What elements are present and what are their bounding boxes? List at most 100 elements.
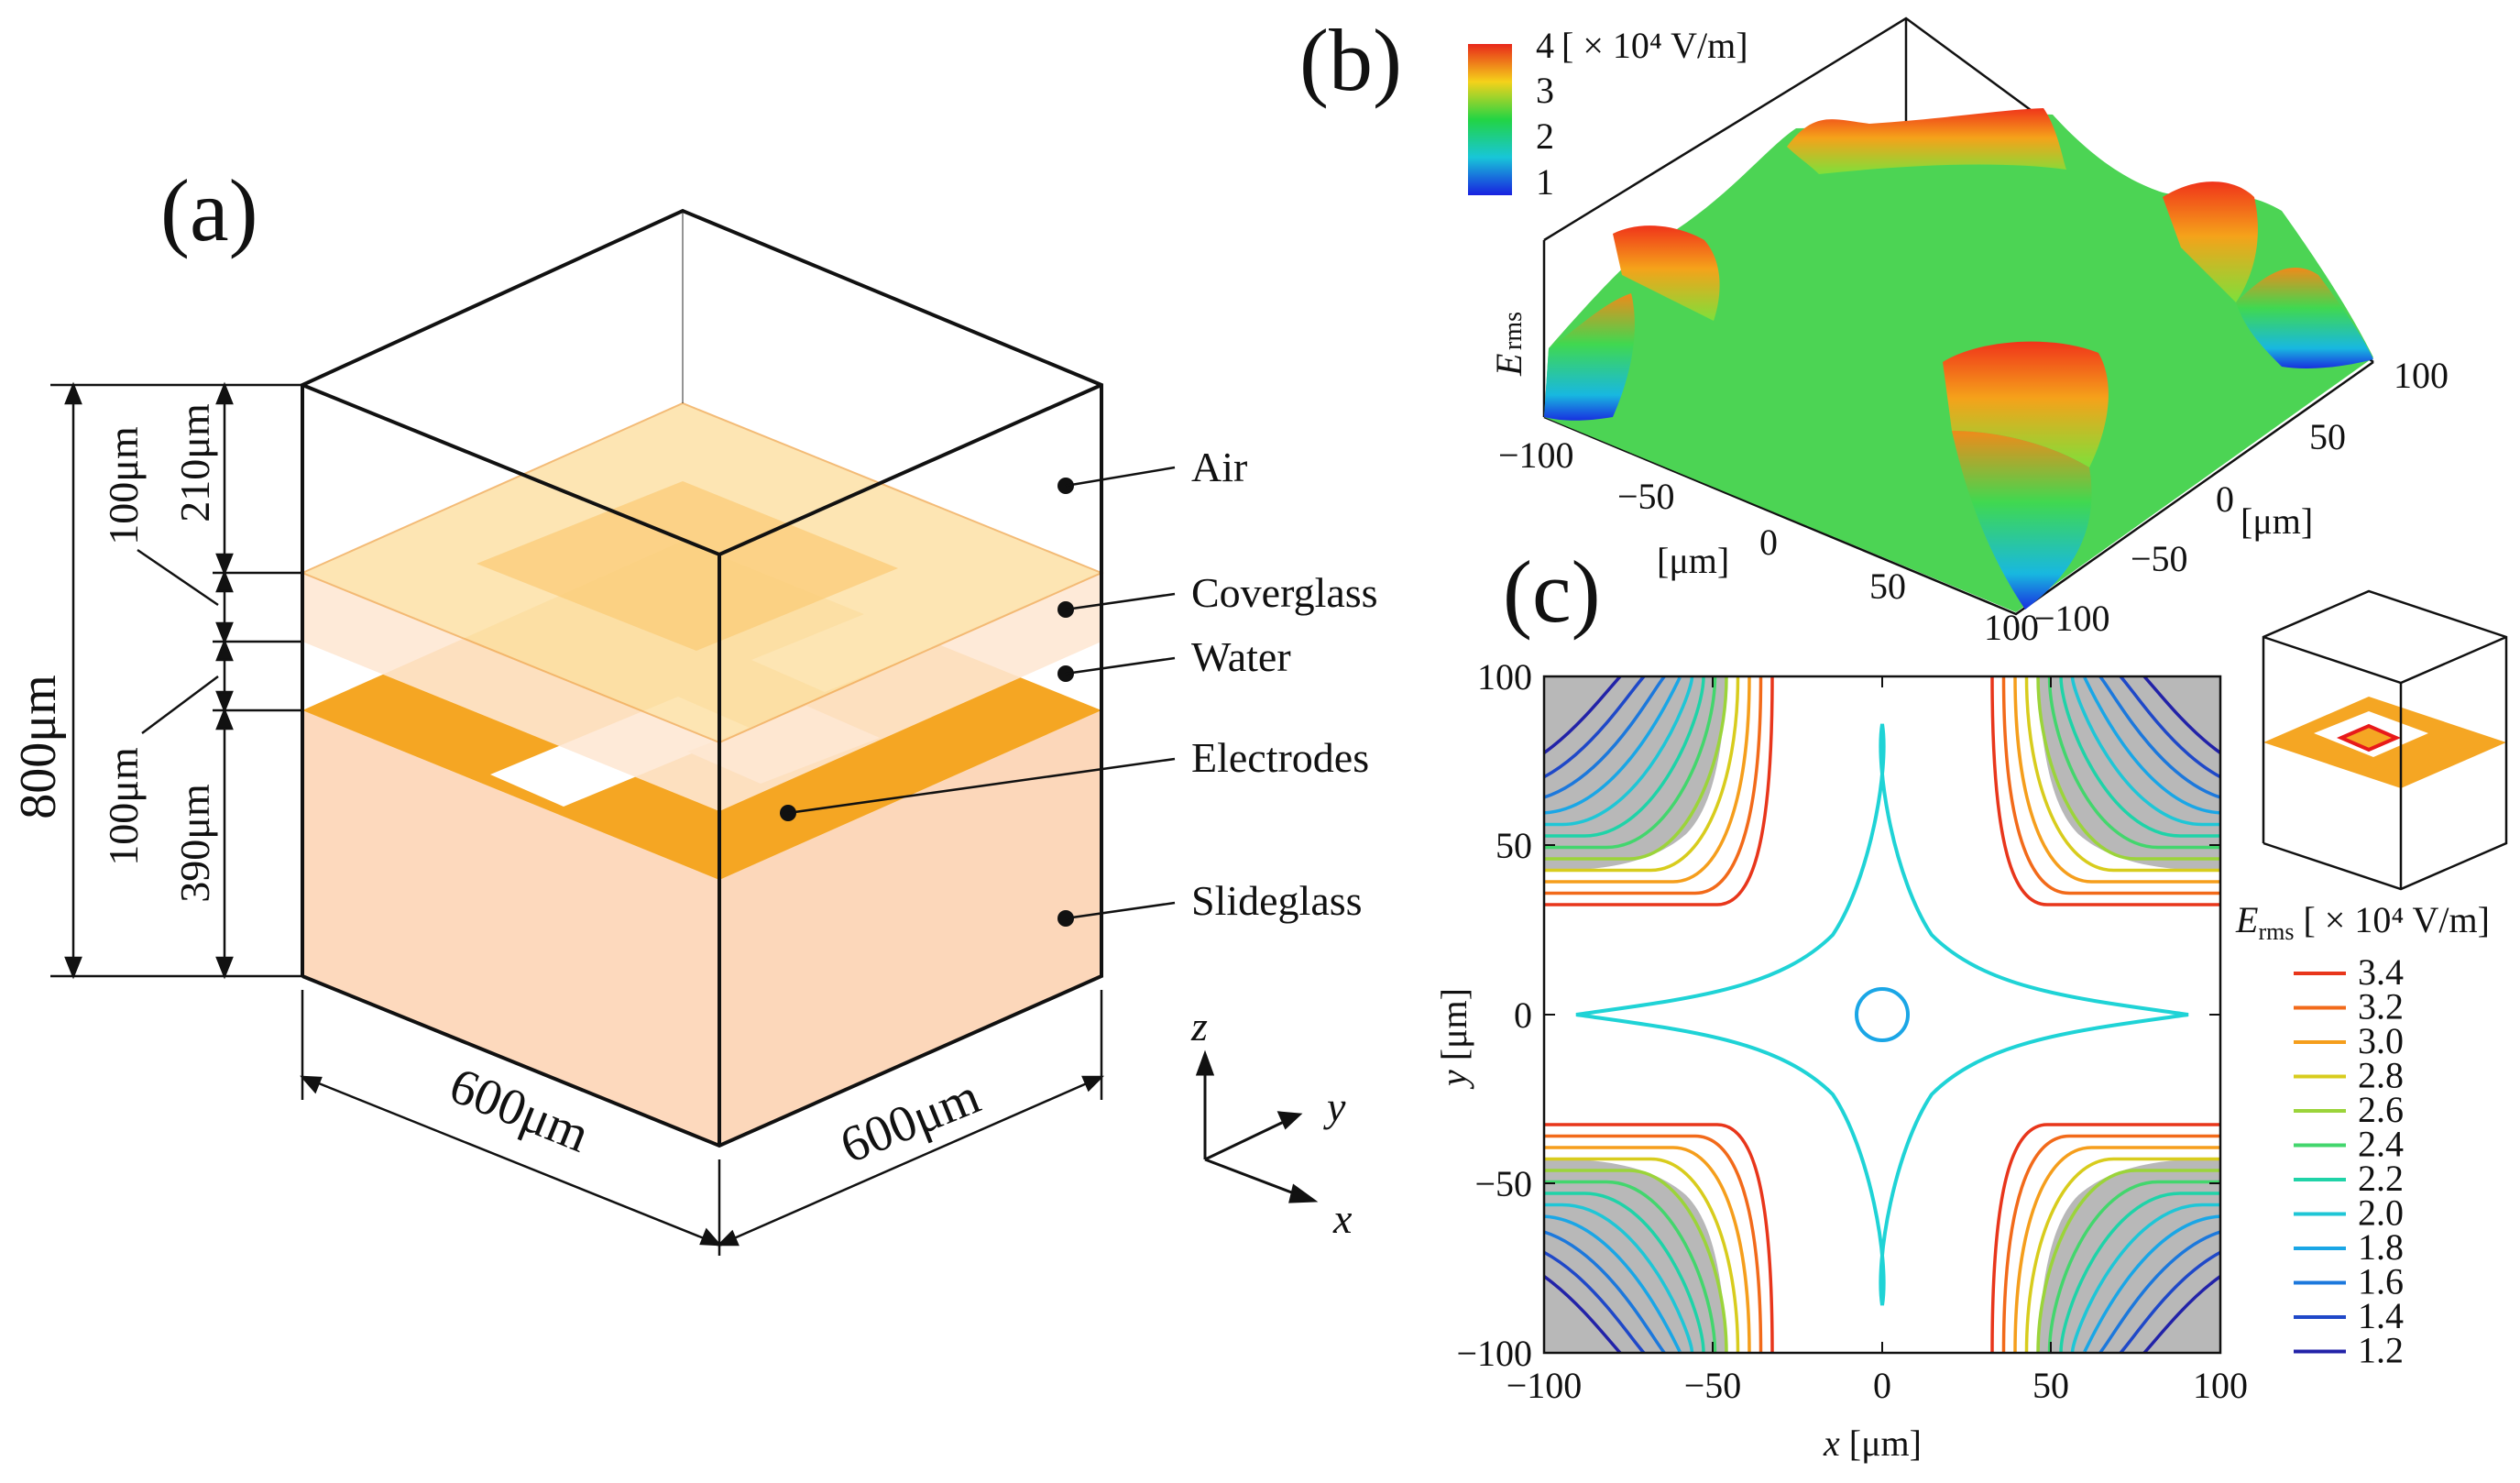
surface-plot (1544, 108, 2373, 613)
slideglass-front (302, 710, 719, 1146)
axis-y-label: y (1323, 1083, 1346, 1130)
b-y-unit: [μm] (2241, 500, 2313, 542)
contour-line (1544, 1134, 1763, 1353)
zlabel-main: E (1488, 354, 1529, 377)
contour-line (2036, 676, 2220, 861)
svg-text:Erms [ × 10⁴ V/m]: Erms [ × 10⁴ V/m] (2235, 899, 2490, 945)
contour-line (2047, 1180, 2220, 1353)
contour-line (2047, 676, 2220, 850)
contour-line (1544, 676, 1751, 884)
legend-level: 2.8 (2358, 1055, 2404, 1096)
grey-corner (1544, 1159, 1727, 1353)
panel-a: (a) Air Coverglass (10, 161, 1378, 1256)
contour-line (1544, 676, 1694, 827)
contour-lines (1544, 676, 2220, 1353)
contour-line (2118, 676, 2220, 781)
b-x-tick: 100 (1984, 607, 2039, 648)
contour-field (1544, 676, 2220, 1353)
c-x-tick: 0 (1873, 1365, 1891, 1406)
legend-level: 2.4 (2358, 1124, 2404, 1165)
contour-line (2036, 1169, 2220, 1353)
grey-corner (2037, 676, 2220, 871)
contour-line (1544, 676, 1717, 850)
layer-air-label: Air (1191, 444, 1247, 490)
legend-level: 3.4 (2358, 951, 2404, 993)
contour-line (1544, 676, 1774, 906)
layer-coverglass-label: Coverglass (1191, 569, 1378, 616)
axis-x-label: x (1332, 1195, 1353, 1242)
c-xlabel-var: x (1823, 1423, 1840, 1464)
panel-a-label: (a) (160, 161, 258, 259)
b-y-tick: 0 (2216, 478, 2234, 520)
c-ylabel-unit: [μm] (1433, 988, 1474, 1070)
contour-line (1544, 1157, 1740, 1353)
legend-level: 1.2 (2358, 1330, 2404, 1371)
b-x-tick: 0 (1759, 522, 1778, 563)
contour-line (1544, 1192, 1705, 1353)
legend-level: 3.2 (2358, 986, 2404, 1027)
contour-line (1544, 1237, 1658, 1353)
grey-corner (2037, 1159, 2220, 1353)
grey-corner (1544, 676, 1727, 871)
colorbar-unit: [ × 10⁴ V/m] (1561, 25, 1748, 66)
b-x-unit: [μm] (1657, 540, 1729, 581)
contour-center (1855, 987, 1910, 1042)
dim-800-label: 800μm (10, 675, 67, 819)
c-ylabel-var: y (1433, 1070, 1474, 1090)
contour-line (1544, 676, 1682, 815)
c-y-tick: −50 (1474, 1163, 1532, 1204)
contour-line (1544, 1203, 1694, 1353)
c-ticks (1543, 676, 2221, 1353)
contour-line (2082, 1214, 2220, 1353)
surface-valley (1952, 431, 2092, 610)
c-y-tick: 0 (1514, 994, 1532, 1036)
contour-legend: 3.43.23.02.82.62.42.22.01.81.61.41.2 (2294, 951, 2404, 1371)
contour-line (1544, 676, 1705, 838)
contour-line (1544, 676, 1670, 804)
svg-text:y [μm]: y [μm] (1433, 988, 1474, 1090)
c-x-tick: −50 (1684, 1365, 1742, 1406)
legend-level: 1.8 (2358, 1226, 2404, 1268)
c-y-tick: 100 (1477, 656, 1532, 698)
contour-line (1544, 676, 1763, 895)
contour-line (1544, 676, 1728, 861)
dim-100-cover-label: 100μm (100, 426, 147, 545)
contour-line (2059, 676, 2220, 838)
colorbar-tick: 2 (1536, 115, 1554, 157)
colorbar (1468, 44, 1512, 195)
contour-line (2095, 1225, 2220, 1353)
c-x-tick: −100 (1507, 1365, 1583, 1406)
c-xlabel-unit: [μm] (1840, 1423, 1922, 1464)
contour-line (1544, 1225, 1670, 1353)
contour-line (2001, 676, 2220, 895)
surface-peak (1943, 341, 2109, 467)
panel-b-label: (b) (1299, 11, 1402, 109)
dim-390-label: 390μm (171, 784, 218, 903)
legend-title-sub: rms (2258, 918, 2294, 945)
contour-line (1990, 1123, 2220, 1353)
inset-cube (2262, 589, 2508, 891)
b-y-tick: 100 (2394, 355, 2449, 396)
svg-text:x [μm]: x [μm] (1823, 1423, 1922, 1464)
legend-level: 2.0 (2358, 1192, 2404, 1234)
c-x-tick: 50 (2032, 1365, 2069, 1406)
contour-line (2107, 1237, 2220, 1353)
contour-line (1544, 1169, 1728, 1353)
axis-z-label: z (1190, 1003, 1208, 1049)
contour-line (1544, 1214, 1682, 1353)
contour-line (1990, 676, 2220, 906)
b-x-tick: 50 (1869, 566, 1906, 607)
colorbar-tick: 4 (1536, 25, 1554, 66)
legend-level: 1.6 (2358, 1261, 2404, 1302)
slideglass-side (719, 710, 1101, 1146)
b-y-tick: −100 (2034, 598, 2110, 639)
contour-line (1544, 1146, 1751, 1353)
coverglass-inner (477, 481, 898, 651)
dim-210-label: 210μm (171, 403, 218, 522)
contour-line (1544, 676, 1658, 792)
surface-peak (1787, 108, 2066, 174)
legend-level: 3.0 (2358, 1020, 2404, 1061)
legend-title-unit: [ × 10⁴ V/m] (2294, 899, 2490, 940)
surface-peak (2163, 181, 2258, 302)
